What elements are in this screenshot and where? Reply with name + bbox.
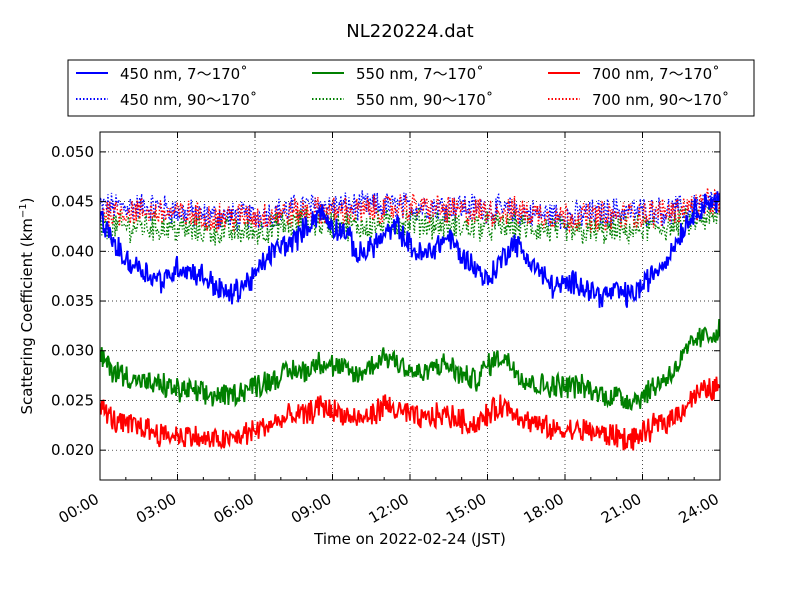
series-line-0 xyxy=(100,191,720,308)
y-axis-label: Scattering Coefficient (km−1) xyxy=(18,197,36,414)
legend-label-0: 450 nm, 7～170˚ xyxy=(120,65,248,83)
ticks xyxy=(99,132,721,480)
y-tick-labels: 0.020 0.025 0.030 0.035 0.040 0.045 0.050 xyxy=(51,143,94,459)
y-axis-label-end: ) xyxy=(18,197,36,203)
y-tick-label: 0.030 xyxy=(51,342,94,360)
y-axis-label-main: Scattering Coefficient (km xyxy=(18,218,36,414)
series-line-2 xyxy=(100,318,720,411)
series-line-1 xyxy=(100,190,720,231)
chart-title: NL220224.dat xyxy=(346,21,473,42)
y-tick-label: 0.035 xyxy=(51,292,94,310)
series-line-3 xyxy=(100,206,720,246)
y-tick-label: 0.045 xyxy=(51,193,94,211)
legend: 450 nm, 7～170˚ 450 nm, 90～170˚ 550 nm, 7～1… xyxy=(67,59,755,117)
series-layer xyxy=(100,187,720,451)
y-axis-label-superscript: −1 xyxy=(18,203,29,218)
legend-label-5: 700 nm, 90～170˚ xyxy=(592,91,729,109)
y-tick-label: 0.020 xyxy=(51,441,94,459)
legend-label-4: 700 nm, 7～170˚ xyxy=(592,65,720,83)
plot-area xyxy=(100,187,720,451)
legend-label-3: 550 nm, 90～170˚ xyxy=(356,91,493,109)
series-line-4 xyxy=(100,376,720,451)
y-tick-label: 0.040 xyxy=(51,242,94,260)
legend-frame xyxy=(67,59,755,117)
x-axis-label: Time on 2022-02-24 (JST) xyxy=(313,530,506,548)
series-line-5 xyxy=(100,187,720,234)
y-tick-label: 0.025 xyxy=(51,391,94,409)
y-tick-label: 0.050 xyxy=(51,143,94,161)
legend-label-1: 450 nm, 90～170˚ xyxy=(120,91,257,109)
legend-label-2: 550 nm, 7～170˚ xyxy=(356,65,484,83)
